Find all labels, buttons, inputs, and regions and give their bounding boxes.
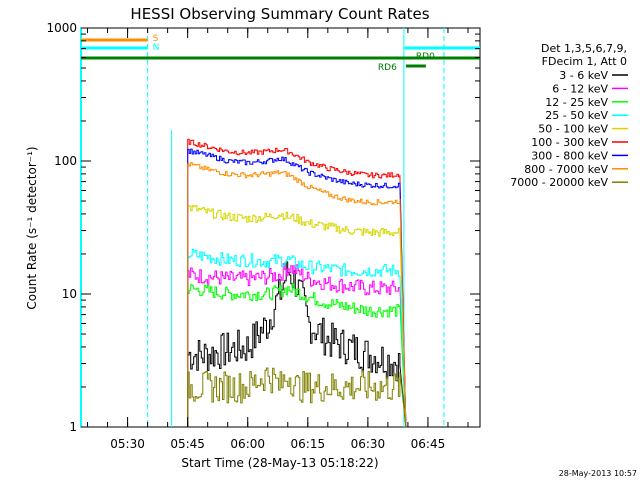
legend-label: 300 - 800 keV [531,149,608,162]
observing-flag-bands: SN RD0 RD6 [80,28,480,427]
legend-header-line-2: FDecim 1, Att 0 [542,55,627,68]
y-tick-label: 1000 [46,21,77,35]
series-layer [187,138,407,428]
series-line-25-50-kev [187,248,407,428]
series-line-800-7000-kev [187,162,407,428]
plot-frame [80,27,481,428]
legend-label: 25 - 50 keV [545,109,608,122]
legend-label: 7000 - 20000 keV [510,176,608,189]
y-tick-label: 100 [54,154,77,168]
legend-label: 12 - 25 keV [545,96,608,109]
legend-label: 3 - 6 keV [559,69,608,82]
series-line-6-12-kev [187,263,407,428]
series-line-100-300-kev [187,138,407,428]
series-line-7000-20000-kev [187,367,407,428]
series-line-300-800-kev [187,148,407,428]
series-line-50-100-kev [187,205,407,428]
flag-label-rd0: RD0 [416,52,435,62]
legend-header-line-1: Det 1,3,5,6,7,9, [541,42,627,55]
x-tick-label: 06:30 [351,437,386,451]
y-tick-label: 1 [69,420,77,434]
x-tick-label: 06:00 [230,437,265,451]
flag-label-rd6: RD6 [378,63,397,73]
y-axis-label: Count Rate (s⁻¹ detector⁻¹) [25,146,39,309]
legend: Det 1,3,5,6,7,9, FDecim 1, Att 0 3 - 6 k… [510,42,628,189]
x-axis-ticks: 05:30 05:45 06:00 06:15 06:30 06:45 [87,28,469,451]
x-tick-label: 05:30 [110,437,145,451]
flag-label-s: S [153,34,159,44]
legend-label: 800 - 7000 keV [524,163,608,176]
legend-label: 50 - 100 keV [538,123,608,136]
legend-label: 100 - 300 keV [531,136,608,149]
series-line-3-6-kev [187,261,407,428]
x-axis-label: Start Time (28-May-13 05:18:22) [181,456,378,470]
legend-label: 6 - 12 keV [552,82,608,95]
flag-label-n: N [153,43,160,53]
series-line-12-25-kev [187,283,407,428]
x-tick-label: 06:15 [291,437,326,451]
y-axis-ticks: 1 10 100 1000 [46,21,480,434]
chart-title: HESSI Observing Summary Count Rates [130,5,429,23]
x-tick-label: 05:45 [170,437,205,451]
y-tick-label: 10 [62,287,77,301]
x-tick-label: 06:45 [411,437,446,451]
footer-timestamp: 28-May-2013 10:57 [559,469,637,478]
